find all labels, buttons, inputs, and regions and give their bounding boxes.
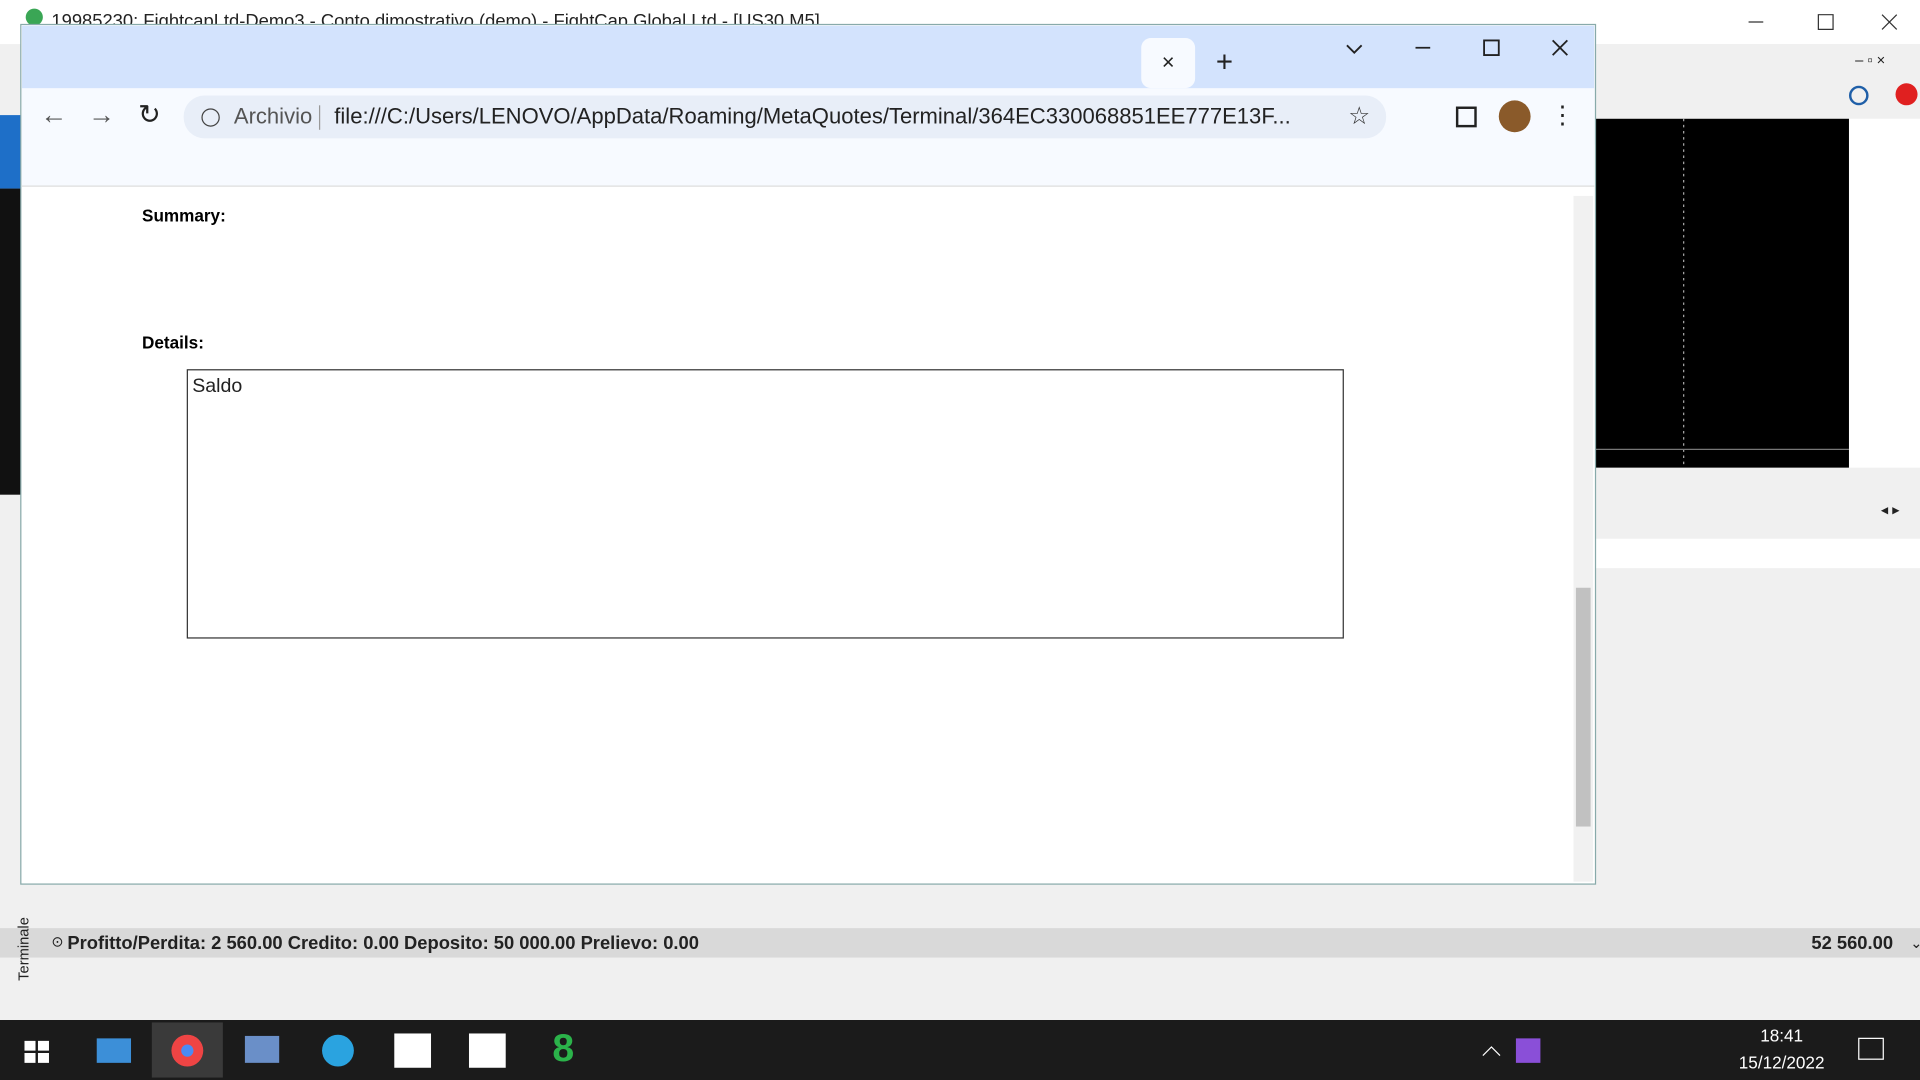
table-header (1595, 538, 1920, 569)
price-chart (1595, 118, 1849, 468)
notifications[interactable] (1858, 1037, 1884, 1060)
tray-arrow[interactable] (1482, 1046, 1501, 1056)
app-icon[interactable] (244, 1035, 280, 1063)
back[interactable]: ← (40, 99, 67, 129)
collapse[interactable]: ⌄ (1910, 936, 1920, 952)
side-label: Terminale (16, 917, 32, 981)
left-strip (0, 115, 21, 189)
summary-title: Summary: (142, 205, 226, 225)
summary-text: Profitto/Perdita: 2 560.00 Credito: 0.00… (67, 932, 699, 953)
browser-window-controls[interactable] (1346, 39, 1568, 57)
info-icon[interactable] (201, 108, 220, 127)
mt4-icon (25, 8, 43, 26)
taskbar (0, 1020, 1920, 1080)
topfx-app[interactable] (394, 1033, 432, 1068)
reload[interactable]: ↻ (138, 99, 161, 129)
bookmarks-bar (22, 144, 1595, 187)
scroll-arrows[interactable]: ◂ ▸ (1881, 502, 1900, 518)
address-prefix: Archivio (234, 103, 312, 128)
chart-area (187, 369, 1344, 638)
tray-icon[interactable] (1515, 1038, 1541, 1063)
summary-icon: ⊙ (51, 935, 63, 951)
forward[interactable]: → (88, 99, 115, 129)
address-url: file:///C:/Users/LENOVO/AppData/Roaming/… (334, 103, 1290, 128)
summary-bar (0, 928, 1920, 958)
mt4-toolbar (1595, 78, 1920, 116)
topfx-app-2[interactable] (468, 1033, 506, 1068)
scroll-thumb[interactable] (1575, 587, 1591, 827)
clock-date: 15/12/2022 (1739, 1053, 1825, 1073)
address-bar[interactable] (183, 95, 1387, 139)
price-axis (1848, 118, 1920, 468)
app-8[interactable]: 8 (552, 1027, 574, 1070)
search-icon[interactable] (1848, 85, 1869, 106)
avatar[interactable] (1498, 100, 1531, 133)
mt4-menubar (1595, 44, 1920, 79)
status-bar (0, 1001, 1920, 1020)
details-title: Details: (142, 333, 204, 353)
mail-app[interactable] (96, 1038, 132, 1063)
left-strip-chart (0, 188, 21, 495)
active-tab[interactable] (1141, 37, 1196, 89)
clock-time: 18:41 (1760, 1026, 1803, 1046)
notification-badge[interactable] (1895, 83, 1918, 106)
browser-window: × + ← → ↻ Archivio file:///C:/Users/LENO… (20, 23, 1597, 885)
mt4-window-controls[interactable] (1748, 14, 1898, 30)
chart-border (186, 369, 1344, 639)
sidepanel[interactable] (1455, 106, 1477, 128)
summary-total: 52 560.00 (1811, 932, 1893, 953)
tab-close[interactable]: × (1162, 50, 1175, 75)
mdi-controls[interactable]: – ▫ × (1855, 53, 1885, 69)
new-tab[interactable]: + (1216, 45, 1233, 78)
menu[interactable]: ⋮ (1550, 102, 1574, 129)
chart-label: Saldo (192, 375, 242, 397)
start-button[interactable] (24, 1040, 49, 1063)
chart-scroll (1595, 467, 1920, 539)
telegram-app[interactable] (322, 1034, 354, 1067)
bookmark-star[interactable]: ☆ (1348, 103, 1370, 130)
